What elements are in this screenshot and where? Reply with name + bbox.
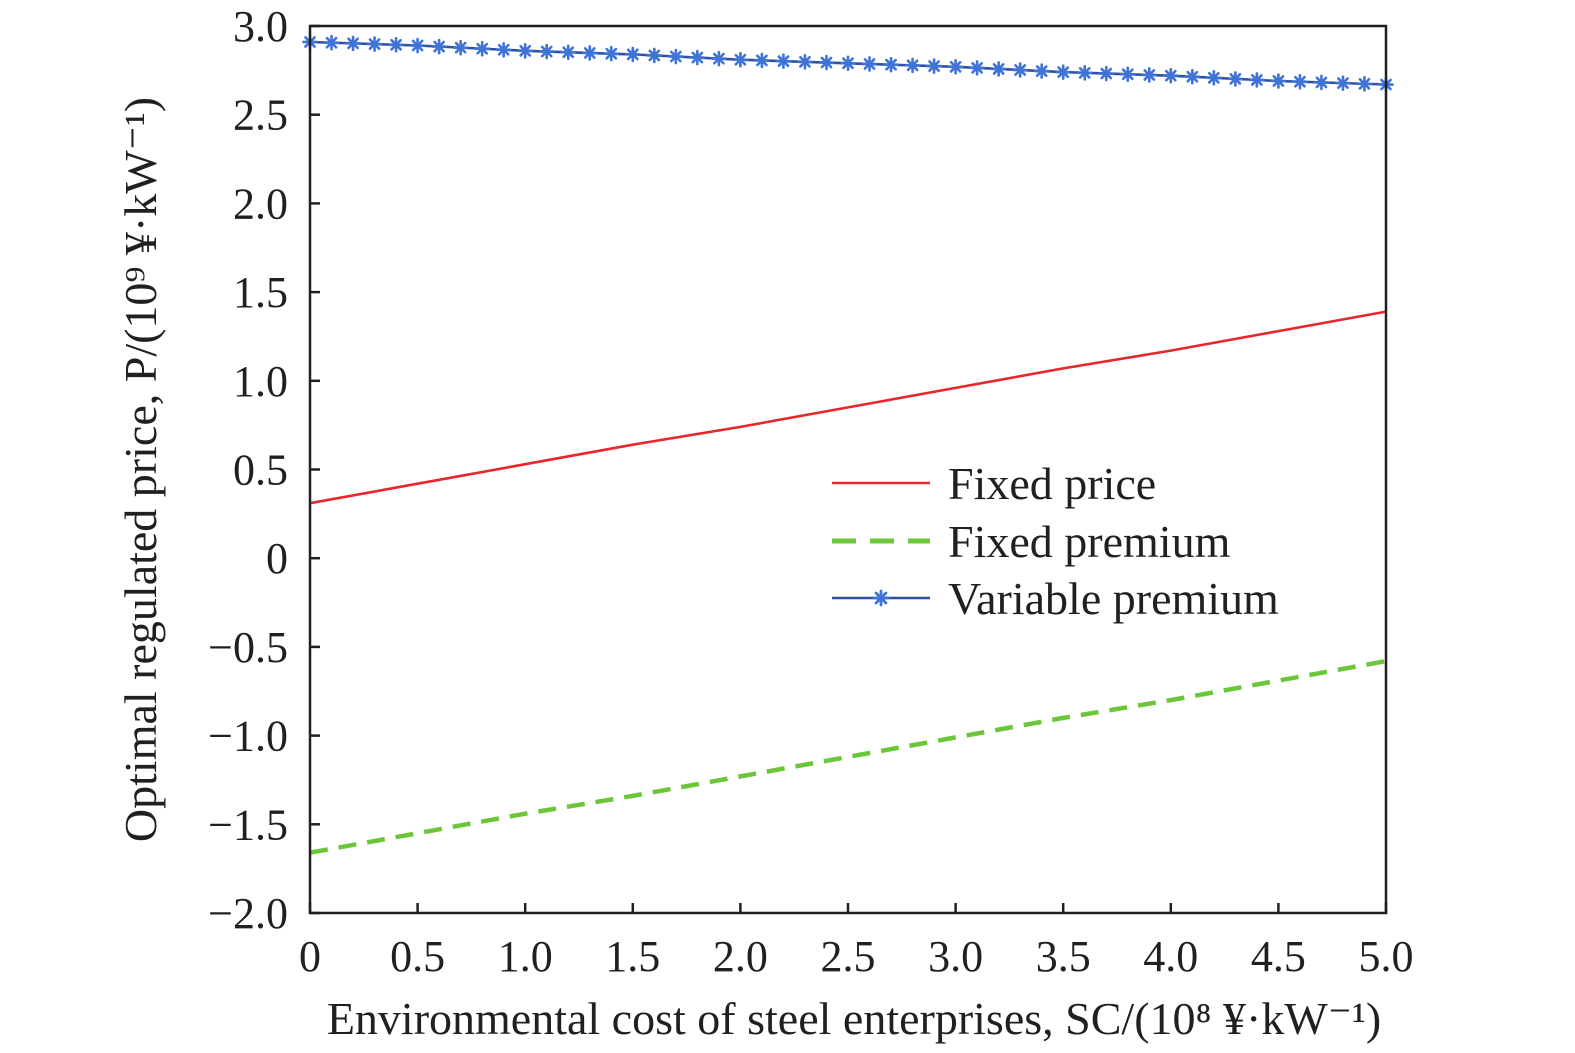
data-point-marker [840,55,856,72]
data-point-marker [1292,73,1308,90]
data-point-marker [947,59,964,75]
x-tick-label: 2.5 [821,932,876,981]
data-point-marker [538,43,555,60]
x-tick-label: 2.0 [713,932,768,981]
legend-marker-asterisk-icon [872,589,890,607]
data-point-marker [560,44,577,61]
data-point-marker [883,56,899,73]
series-line-0 [309,310,1387,505]
x-tick-label: 3.0 [928,932,983,981]
data-point-marker [1119,66,1136,83]
data-point-marker [366,36,383,52]
y-axis-title: Optimal regulated price, P/(10⁹ ¥·kW⁻¹) [115,97,166,842]
data-point-marker [754,52,770,69]
data-point-marker [861,56,878,72]
data-point-marker [668,48,684,65]
data-point-marker [624,46,641,63]
x-axis-ticks: 0 0.5 1.0 1.5 2.0 2.5 3.0 3.5 4.0 4.5 5.0 [299,903,1414,981]
data-point-marker [1098,65,1115,82]
data-point-marker [904,57,921,74]
x-axis-title: Environmental cost of steel enterprises,… [327,993,1381,1044]
data-point-marker [797,54,813,70]
data-point-marker [732,51,749,68]
data-point-marker [345,35,361,52]
data-point-marker [969,60,985,76]
data-point-marker [581,45,598,61]
x-tick-label: 0.5 [390,932,445,981]
data-point-marker [1141,67,1158,83]
data-point-marker [603,45,620,62]
y-tick-label: 2.0 [233,179,288,228]
data-point-marker [1356,76,1373,92]
y-tick-label: −0.5 [208,623,288,672]
data-point-marker [452,39,469,56]
y-tick-label: 3.0 [233,2,288,51]
y-tick-label: 1.0 [233,357,288,406]
x-tick-label: 3.5 [1036,932,1091,981]
data-point-marker [431,38,447,55]
legend-label-fixed-price: Fixed price [948,458,1156,509]
data-point-marker [1227,71,1244,87]
data-point-marker [818,54,835,71]
data-point-marker [409,37,426,54]
x-tick-label: 1.5 [605,932,660,981]
legend: Fixed price Fixed premium Variable premi… [832,458,1279,624]
y-tick-label: −2.0 [208,889,288,938]
data-point-marker [388,37,404,53]
plot-frame [308,24,1388,915]
legend-label-fixed-premium: Fixed premium [948,516,1231,567]
y-tick-label: −1.0 [208,712,288,761]
x-tick-label: 1.0 [498,932,553,981]
data-point-marker [1163,67,1179,84]
data-point-marker [1206,70,1222,86]
y-tick-label: −1.5 [208,800,288,849]
data-point-marker [323,34,340,51]
data-point-marker [1270,73,1287,89]
x-tick-label: 4.5 [1251,932,1306,981]
y-tick-label: 0 [266,534,288,583]
x-tick-label: 5.0 [1359,932,1414,981]
data-point-marker [711,50,727,67]
data-point-marker [1076,65,1093,81]
series-line-1 [309,658,1387,855]
legend-label-variable-premium: Variable premium [948,573,1279,624]
plot-series-layer [302,34,1394,855]
data-point-marker [689,49,706,66]
y-tick-label: 0.5 [233,446,288,495]
x-tick-label: 4.0 [1143,932,1198,981]
data-point-marker [474,40,490,57]
data-point-marker [1033,63,1050,79]
data-point-marker [517,43,534,59]
data-point-marker [990,61,1007,77]
data-point-marker [1184,68,1201,85]
data-point-marker [1335,75,1351,91]
x-tick-label: 0 [299,932,321,981]
data-point-marker [926,58,942,74]
data-point-marker [1313,74,1330,91]
data-point-marker [1249,72,1265,88]
data-point-marker [1055,64,1071,80]
y-tick-label: 2.5 [233,91,288,140]
data-point-marker [495,41,512,58]
data-point-marker [775,53,792,69]
data-point-marker [646,47,663,64]
y-axis-ticks: 3.0 2.5 2.0 1.5 1.0 0.5 0 −0.5 −1.0 −1.5 −2.0 [208,2,320,938]
y-tick-label: 1.5 [233,268,288,317]
data-point-marker [1012,62,1028,78]
